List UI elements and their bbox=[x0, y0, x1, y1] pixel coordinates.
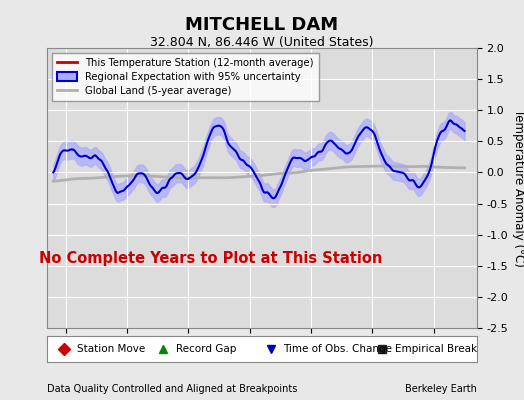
Text: Record Gap: Record Gap bbox=[176, 344, 236, 354]
Text: No Complete Years to Plot at This Station: No Complete Years to Plot at This Statio… bbox=[39, 250, 382, 266]
Text: Station Move: Station Move bbox=[77, 344, 146, 354]
Text: 32.804 N, 86.446 W (United States): 32.804 N, 86.446 W (United States) bbox=[150, 36, 374, 49]
Y-axis label: Temperature Anomaly (°C): Temperature Anomaly (°C) bbox=[512, 109, 524, 267]
Text: Empirical Break: Empirical Break bbox=[395, 344, 477, 354]
Legend: This Temperature Station (12-month average), Regional Expectation with 95% uncer: This Temperature Station (12-month avera… bbox=[52, 53, 319, 101]
Text: Data Quality Controlled and Aligned at Breakpoints: Data Quality Controlled and Aligned at B… bbox=[47, 384, 298, 394]
Text: Time of Obs. Change: Time of Obs. Change bbox=[283, 344, 392, 354]
Text: MITCHELL DAM: MITCHELL DAM bbox=[185, 16, 339, 34]
Text: Berkeley Earth: Berkeley Earth bbox=[405, 384, 477, 394]
